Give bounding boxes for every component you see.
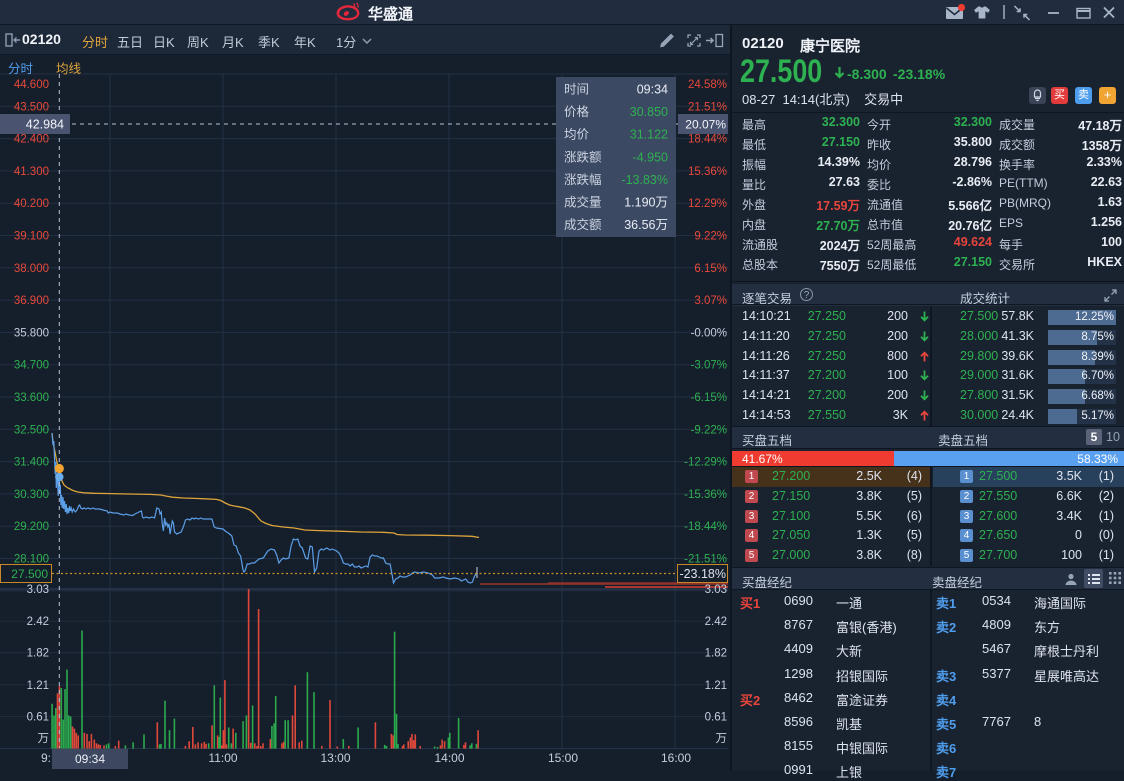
svg-text:0.61: 0.61 <box>27 711 49 723</box>
svg-text:33.600: 33.600 <box>14 392 49 404</box>
svg-text:32.500: 32.500 <box>14 424 49 436</box>
svg-text:0.61: 0.61 <box>705 711 727 723</box>
svg-text:-9.22%: -9.22% <box>691 424 727 436</box>
svg-text:31.122: 31.122 <box>630 128 668 142</box>
svg-text:1.82: 1.82 <box>27 648 49 660</box>
svg-text:41.300: 41.300 <box>14 166 49 178</box>
svg-text:涨跌幅: 涨跌幅 <box>564 172 602 187</box>
svg-text:29.200: 29.200 <box>14 521 49 533</box>
svg-text:万: 万 <box>38 733 50 745</box>
svg-text:3.03: 3.03 <box>27 584 49 596</box>
svg-text:1.82: 1.82 <box>705 648 727 660</box>
svg-text:36.900: 36.900 <box>14 295 49 307</box>
svg-text:涨跌额: 涨跌额 <box>564 149 602 164</box>
svg-text:9:: 9: <box>41 751 51 765</box>
svg-text:31.400: 31.400 <box>14 457 49 469</box>
svg-text:价格: 价格 <box>564 104 590 119</box>
svg-text:09:34: 09:34 <box>637 83 668 97</box>
svg-text:40.200: 40.200 <box>14 198 49 210</box>
svg-text:2.42: 2.42 <box>27 616 49 628</box>
svg-text:-0.00%: -0.00% <box>691 327 727 339</box>
svg-text:18.44%: 18.44% <box>688 134 727 146</box>
svg-text:-4.950: -4.950 <box>633 150 668 164</box>
svg-text:1.21: 1.21 <box>705 680 727 692</box>
svg-text:时间: 时间 <box>564 83 589 97</box>
svg-text:12.29%: 12.29% <box>688 198 727 210</box>
svg-text:34.700: 34.700 <box>14 360 49 372</box>
svg-text:30.300: 30.300 <box>14 489 49 501</box>
svg-text:42.400: 42.400 <box>14 134 49 146</box>
svg-text:11:00: 11:00 <box>208 751 237 765</box>
svg-text:-6.15%: -6.15% <box>691 392 727 404</box>
svg-text:-21.51%: -21.51% <box>684 554 727 566</box>
svg-text:-13.83%: -13.83% <box>621 173 668 187</box>
svg-text:-15.36%: -15.36% <box>684 489 727 501</box>
svg-text:-18.44%: -18.44% <box>684 521 727 533</box>
svg-text:成交额: 成交额 <box>564 217 602 232</box>
svg-text:24.58%: 24.58% <box>688 79 727 91</box>
svg-text:27.500: 27.500 <box>11 567 48 581</box>
svg-text:21.51%: 21.51% <box>688 101 727 113</box>
svg-text:39.100: 39.100 <box>14 231 49 243</box>
svg-text:万: 万 <box>716 733 728 745</box>
svg-text:-23.18%: -23.18% <box>679 567 726 581</box>
svg-text:15.36%: 15.36% <box>688 166 727 178</box>
svg-text:35.800: 35.800 <box>14 327 49 339</box>
svg-text:-12.29%: -12.29% <box>684 457 727 469</box>
svg-text:6.15%: 6.15% <box>694 263 727 275</box>
svg-text:-3.07%: -3.07% <box>691 360 727 372</box>
svg-text:9.22%: 9.22% <box>694 231 727 243</box>
svg-text:36.56万: 36.56万 <box>624 218 668 232</box>
svg-text:3.07%: 3.07% <box>694 295 727 307</box>
svg-text:13:00: 13:00 <box>320 751 350 765</box>
svg-text:1.21: 1.21 <box>27 680 49 692</box>
svg-text:3.03: 3.03 <box>705 584 727 596</box>
svg-text:成交量: 成交量 <box>564 195 602 210</box>
svg-text:15:00: 15:00 <box>548 751 578 765</box>
svg-text:09:34: 09:34 <box>75 752 105 766</box>
svg-text:2.42: 2.42 <box>705 616 727 628</box>
svg-text:均价: 均价 <box>564 128 590 142</box>
svg-text:28.100: 28.100 <box>14 554 49 566</box>
svg-text:30.850: 30.850 <box>630 105 668 119</box>
svg-text:14:00: 14:00 <box>434 751 464 765</box>
svg-text:1.190万: 1.190万 <box>624 196 668 210</box>
svg-text:16:00: 16:00 <box>661 751 691 765</box>
svg-text:20.07%: 20.07% <box>685 118 726 132</box>
svg-text:43.500: 43.500 <box>14 101 49 113</box>
svg-text:38.000: 38.000 <box>14 263 49 275</box>
svg-text:42.984: 42.984 <box>26 118 64 132</box>
svg-text:44.600: 44.600 <box>14 79 49 91</box>
